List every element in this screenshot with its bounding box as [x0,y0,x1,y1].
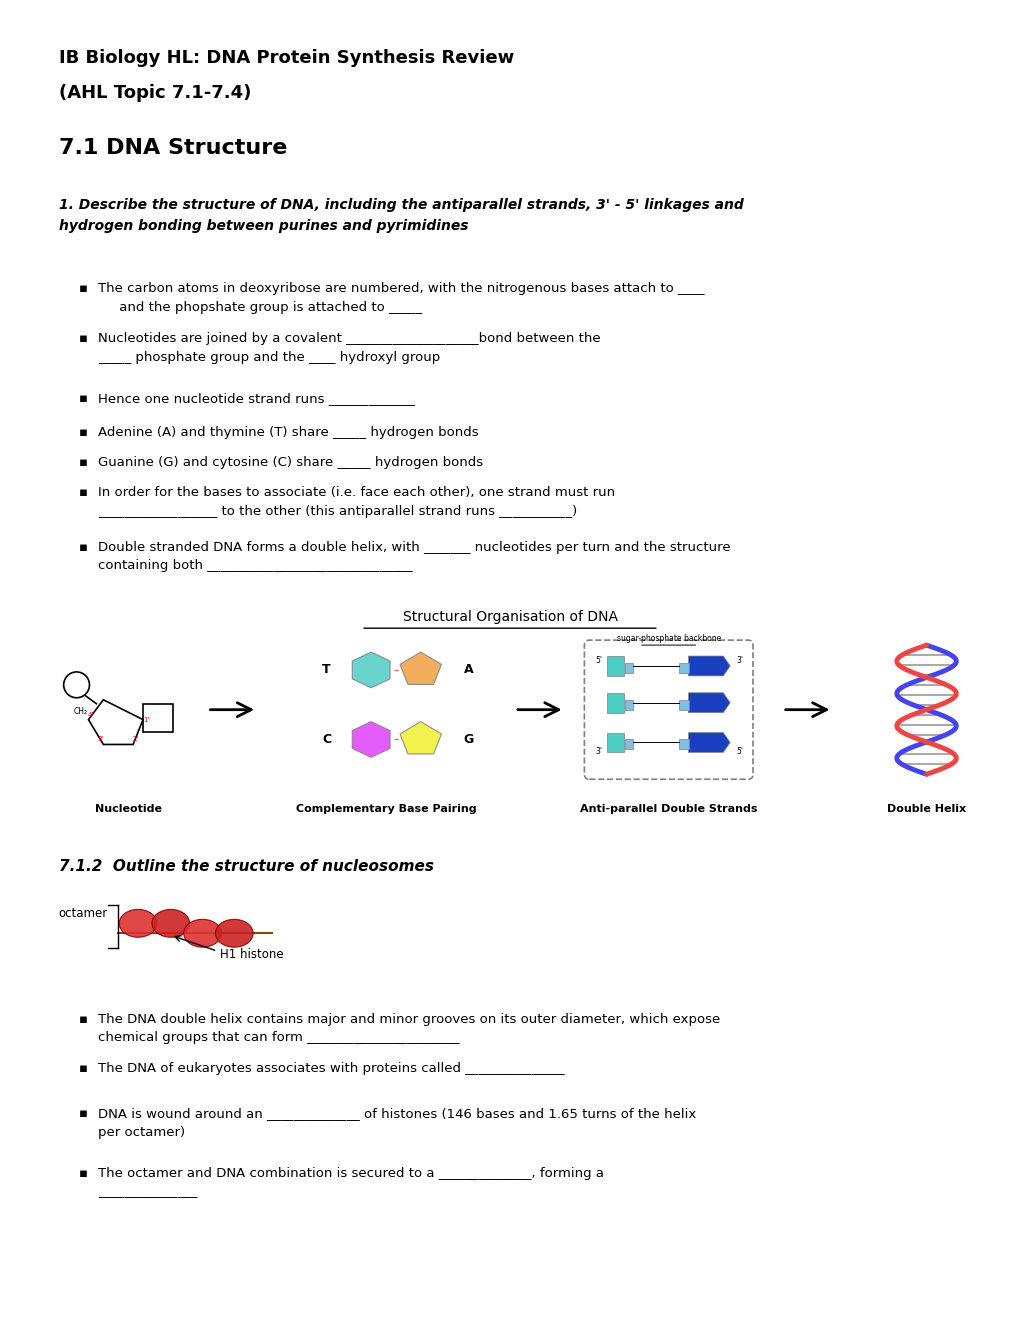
Text: 3': 3' [97,737,104,742]
Text: ▪: ▪ [78,541,88,554]
Text: The octamer and DNA combination is secured to a ______________, forming a
______: The octamer and DNA combination is secur… [98,1167,604,1199]
Text: ▪: ▪ [78,282,88,296]
Polygon shape [688,693,730,713]
Text: 4': 4' [88,711,94,718]
Text: ▪: ▪ [78,1167,88,1180]
Text: Double Helix: Double Helix [887,804,965,814]
Bar [625,739,633,750]
Text: 1. Describe the structure of DNA, including the antiparallel strands, 3' - 5' li: 1. Describe the structure of DNA, includ… [59,198,743,232]
Text: C: C [322,733,331,746]
Text: 3': 3' [736,656,743,664]
Text: Anti-parallel Double Strands: Anti-parallel Double Strands [580,804,757,814]
Text: ▪: ▪ [78,392,88,405]
Bar [678,700,688,710]
Polygon shape [399,722,441,754]
Text: A: A [463,664,473,676]
Polygon shape [688,733,730,752]
Ellipse shape [152,909,190,937]
Polygon shape [606,693,624,713]
Ellipse shape [119,909,157,937]
Text: IB Biology HL: DNA Protein Synthesis Review: IB Biology HL: DNA Protein Synthesis Rev… [59,49,514,67]
Bar [625,700,633,710]
Bar [678,663,688,673]
Text: 7.1 DNA Structure: 7.1 DNA Structure [59,139,286,158]
Text: Structural Organisation of DNA: Structural Organisation of DNA [403,610,616,624]
Bar [678,739,688,750]
Text: Hence one nucleotide strand runs _____________: Hence one nucleotide strand runs _______… [98,392,415,405]
Text: ▪: ▪ [78,1012,88,1026]
Text: 5': 5' [595,656,602,664]
Text: The DNA double helix contains major and minor grooves on its outer diameter, whi: The DNA double helix contains major and … [98,1012,720,1044]
Bar [143,704,172,731]
Text: G: G [463,733,473,746]
Bar [625,663,633,673]
Text: 7.1.2  Outline the structure of nucleosomes: 7.1.2 Outline the structure of nucleosom… [59,859,433,874]
Ellipse shape [183,919,221,948]
Text: H1 histone: H1 histone [220,948,283,961]
Text: ▪: ▪ [78,1063,88,1076]
Text: The carbon atoms in deoxyribose are numbered, with the nitrogenous bases attach : The carbon atoms in deoxyribose are numb… [98,282,704,314]
Text: 1': 1' [143,717,149,722]
Text: The DNA of eukaryotes associates with proteins called _______________: The DNA of eukaryotes associates with pr… [98,1063,565,1076]
Text: T: T [322,664,330,676]
Polygon shape [606,733,624,752]
Text: octamer: octamer [59,907,108,920]
Text: In order for the bases to associate (i.e. face each other), one strand must run
: In order for the bases to associate (i.e… [98,486,614,517]
Text: ▪: ▪ [78,486,88,499]
Text: sugar-phosphate backbone: sugar-phosphate backbone [615,634,720,643]
Text: CH₂: CH₂ [73,708,88,717]
Text: 2': 2' [132,737,139,742]
Polygon shape [688,656,730,676]
Text: Adenine (A) and thymine (T) share _____ hydrogen bonds: Adenine (A) and thymine (T) share _____ … [98,426,479,440]
Polygon shape [352,652,389,688]
Text: DNA is wound around an ______________ of histones (146 bases and 1.65 turns of t: DNA is wound around an ______________ of… [98,1107,696,1139]
Ellipse shape [215,919,253,948]
Text: ▪: ▪ [78,426,88,440]
Polygon shape [606,656,624,676]
Polygon shape [399,652,441,684]
Text: ▪: ▪ [78,1107,88,1121]
Text: 5': 5' [736,747,743,756]
Text: ▪: ▪ [78,457,88,470]
Text: Nucleotides are joined by a covalent ____________________bond between the
_____ : Nucleotides are joined by a covalent ___… [98,333,600,363]
Text: Complementary Base Pairing: Complementary Base Pairing [296,804,476,814]
Text: Nucleotide: Nucleotide [95,804,161,814]
Text: ▪: ▪ [78,333,88,345]
Text: Double stranded DNA forms a double helix, with _______ nucleotides per turn and : Double stranded DNA forms a double helix… [98,541,731,573]
Polygon shape [352,722,389,758]
Text: 3': 3' [595,747,602,756]
Text: Guanine (G) and cytosine (C) share _____ hydrogen bonds: Guanine (G) and cytosine (C) share _____… [98,457,483,470]
Text: (AHL Topic 7.1-7.4): (AHL Topic 7.1-7.4) [59,83,251,102]
